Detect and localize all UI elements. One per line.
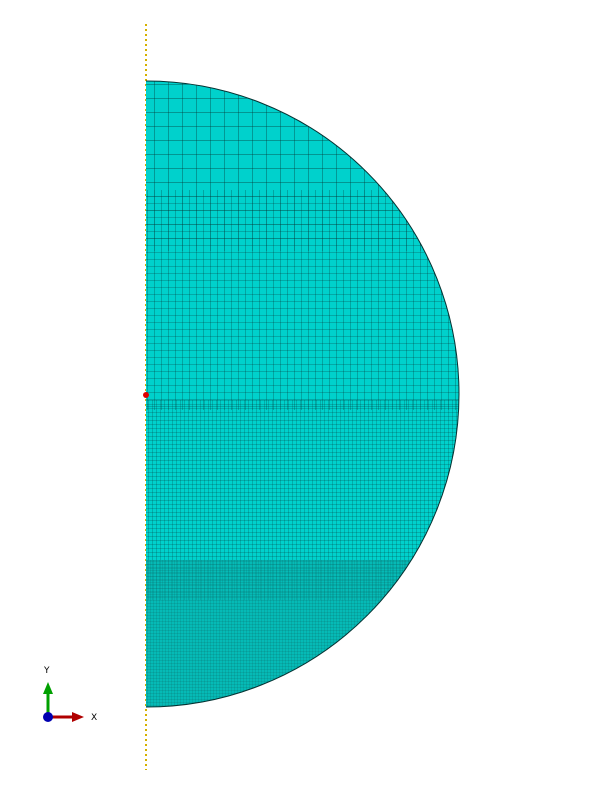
half-disk-mesh[interactable] — [146, 81, 466, 720]
triad-x-arrow — [72, 712, 84, 722]
triad-x-label: X — [91, 713, 97, 723]
mesh-region-medium — [146, 190, 459, 410]
mesh-outline — [145, 80, 460, 708]
triad-origin — [43, 712, 53, 722]
reference-point[interactable] — [143, 392, 149, 398]
view-triad: Y X — [43, 666, 97, 723]
mesh-region-dense-lines — [146, 560, 459, 707]
triad-y-label: Y — [43, 666, 50, 676]
triad-y-arrow — [43, 682, 53, 694]
